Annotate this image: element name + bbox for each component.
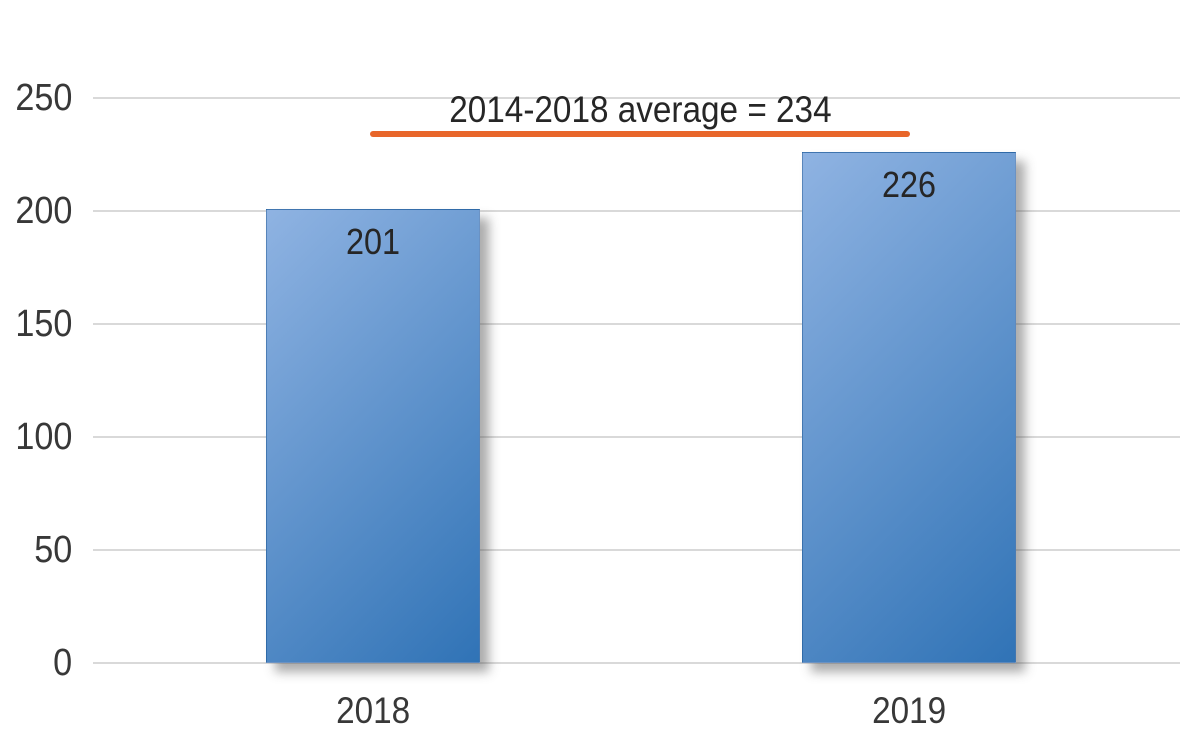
y-axis-tick-label: 50 xyxy=(0,529,72,571)
bar-2018: 201 xyxy=(266,208,480,663)
average-annotation: 2014-2018 average = 234 xyxy=(370,89,910,131)
bar-value-text: 201 xyxy=(345,220,401,262)
bar-value-label: 226 xyxy=(803,167,1015,203)
y-axis-tick-label: 250 xyxy=(0,77,72,119)
y-axis-tick-label: 0 xyxy=(0,642,72,684)
y-axis-tick-label: 100 xyxy=(0,416,72,458)
y-axis-tick-text: 100 xyxy=(14,416,72,458)
bar-value-text: 226 xyxy=(881,164,937,206)
y-axis-tick-label: 200 xyxy=(0,190,72,232)
x-axis-category-label: 2019 xyxy=(799,690,1019,732)
gridline xyxy=(93,210,1180,212)
gridline xyxy=(93,549,1180,551)
x-axis-category-text: 2019 xyxy=(871,690,947,731)
gridline xyxy=(93,97,1180,99)
average-reference-line xyxy=(370,131,910,138)
y-axis-tick-text: 200 xyxy=(14,190,72,232)
bar-2019: 226 xyxy=(802,152,1016,663)
x-axis-category-text: 2018 xyxy=(335,690,411,731)
y-axis-tick-text: 0 xyxy=(52,642,72,684)
x-axis-category-label: 2018 xyxy=(263,690,483,732)
gridline xyxy=(93,436,1180,438)
gridline xyxy=(93,323,1180,325)
y-axis-tick-text: 150 xyxy=(14,303,72,345)
y-axis-tick-label: 150 xyxy=(0,303,72,345)
y-axis-tick-text: 250 xyxy=(14,77,72,119)
bar-value-label: 201 xyxy=(267,220,479,262)
average-annotation-label: 2014-2018 average = 234 xyxy=(448,89,832,131)
y-axis-tick-text: 50 xyxy=(33,529,72,571)
gridline xyxy=(93,662,1180,664)
